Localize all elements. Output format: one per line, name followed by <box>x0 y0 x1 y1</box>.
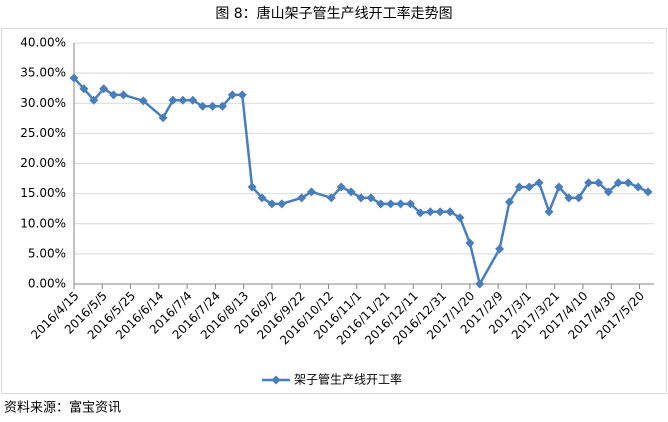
y-tick-label: 5.00% <box>28 246 66 260</box>
data-point <box>336 182 346 192</box>
data-point <box>504 197 514 207</box>
data-point <box>445 207 455 217</box>
data-point <box>168 95 178 105</box>
y-tick-label: 25.00% <box>20 126 66 140</box>
data-point <box>475 279 485 289</box>
data-point <box>603 187 613 197</box>
data-point <box>415 208 425 218</box>
data-point <box>297 193 307 203</box>
data-point <box>79 84 89 94</box>
y-tick-label: 0.00% <box>28 277 66 291</box>
data-point <box>544 207 554 217</box>
data-point <box>257 193 267 203</box>
data-point <box>247 182 257 192</box>
data-point <box>613 178 623 188</box>
data-point <box>386 199 396 209</box>
data-point <box>534 178 544 188</box>
data-point <box>109 90 119 100</box>
data-point <box>178 95 188 105</box>
source-note: 资料来源：富宝资讯 <box>4 400 121 416</box>
data-point <box>584 178 594 188</box>
y-tick-label: 30.00% <box>20 96 66 110</box>
data-point <box>208 101 218 111</box>
data-point <box>564 193 574 203</box>
data-point <box>277 199 287 209</box>
data-point <box>237 90 247 100</box>
y-tick-label: 15.00% <box>20 186 66 200</box>
data-point <box>217 101 227 111</box>
data-point <box>366 193 376 203</box>
data-point <box>455 213 465 223</box>
data-point <box>594 178 604 188</box>
chart-title: 图 8：唐山架子管生产线开工率走势图 <box>215 5 452 22</box>
data-point <box>495 244 505 254</box>
data-point <box>69 73 79 83</box>
y-tick-label: 10.00% <box>20 216 66 230</box>
data-point <box>465 238 475 248</box>
y-tick-label: 20.00% <box>20 156 66 170</box>
data-point <box>307 187 317 197</box>
data-point <box>396 199 406 209</box>
chart-frame <box>1 28 667 394</box>
data-point <box>574 193 584 203</box>
data-point <box>633 182 643 192</box>
data-point <box>643 187 653 197</box>
data-point <box>425 207 435 217</box>
data-point <box>198 101 208 111</box>
data-point <box>346 187 356 197</box>
y-tick-label: 35.00% <box>20 66 66 80</box>
y-tick-label: 40.00% <box>20 36 66 50</box>
data-point <box>138 96 148 106</box>
data-point <box>158 113 168 123</box>
data-point <box>554 182 564 192</box>
data-point <box>118 90 128 100</box>
data-point <box>524 182 534 192</box>
data-point <box>376 199 386 209</box>
data-point <box>435 207 445 217</box>
data-point <box>405 199 415 209</box>
data-point <box>99 84 109 94</box>
data-point <box>267 199 277 209</box>
data-point <box>623 178 633 188</box>
data-point <box>514 182 524 192</box>
legend-label: 架子管生产线开工率 <box>294 372 402 387</box>
data-point <box>89 95 99 105</box>
series-line <box>73 77 649 288</box>
data-point <box>188 95 198 105</box>
data-point <box>326 193 336 203</box>
data-point <box>356 193 366 203</box>
legend-marker <box>271 375 281 385</box>
data-point <box>227 90 237 100</box>
